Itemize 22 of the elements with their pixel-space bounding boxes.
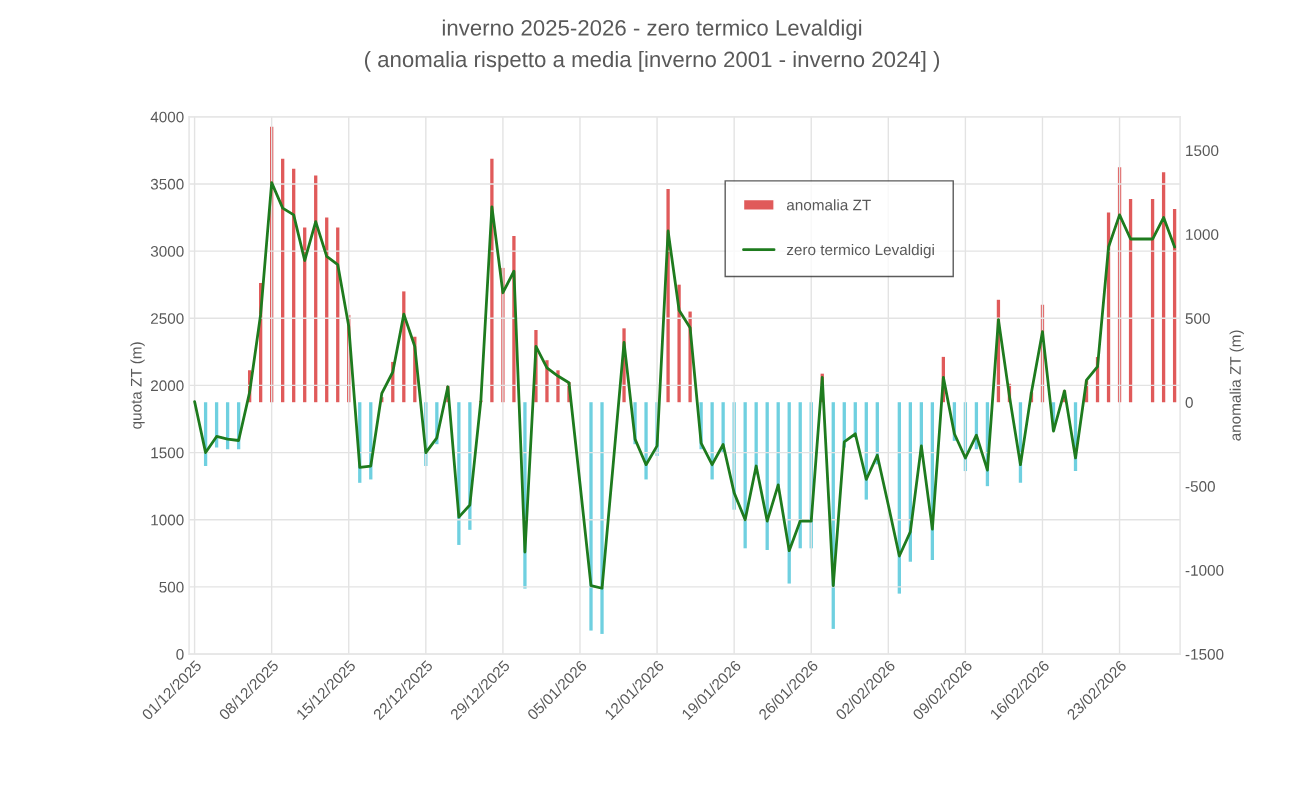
y-tick-label: 2500 xyxy=(151,313,184,324)
legend-label: zero termico Levaldigi xyxy=(786,243,934,259)
y2-axis-title: anomalia ZT (m) xyxy=(1229,330,1244,441)
y2-tick-label: -1000 xyxy=(1185,564,1224,576)
y2-tick-label: 0 xyxy=(1185,397,1193,408)
y2-tick-label: -500 xyxy=(1185,481,1215,492)
y-tick-label: 500 xyxy=(159,581,184,593)
y-tick-label: 1000 xyxy=(151,514,184,526)
y-tick-label: 1500 xyxy=(151,447,184,459)
chart-title: inverno 2025-2026 - zero termico Levaldigi xyxy=(442,19,862,41)
y2-tick-label: 1000 xyxy=(1186,229,1219,240)
y-tick-label: 0 xyxy=(176,648,184,660)
y2-tick-label: -1500 xyxy=(1185,648,1224,660)
y-tick-label: 4000 xyxy=(150,111,184,123)
y-axis-title: quota ZT (m) xyxy=(130,342,145,429)
y-tick-label: 3500 xyxy=(150,178,184,190)
y2-tick-label: 1500 xyxy=(1186,145,1219,157)
legend-label: anomalia ZT xyxy=(786,199,871,211)
chart-subtitle: ( anomalia rispetto a media [inverno 2001 - inverno 2024] ) xyxy=(364,50,940,72)
y-tick-label: 2000 xyxy=(151,380,184,392)
y-tick-label: 3000 xyxy=(150,245,184,257)
y2-tick-label: 500 xyxy=(1185,313,1210,324)
